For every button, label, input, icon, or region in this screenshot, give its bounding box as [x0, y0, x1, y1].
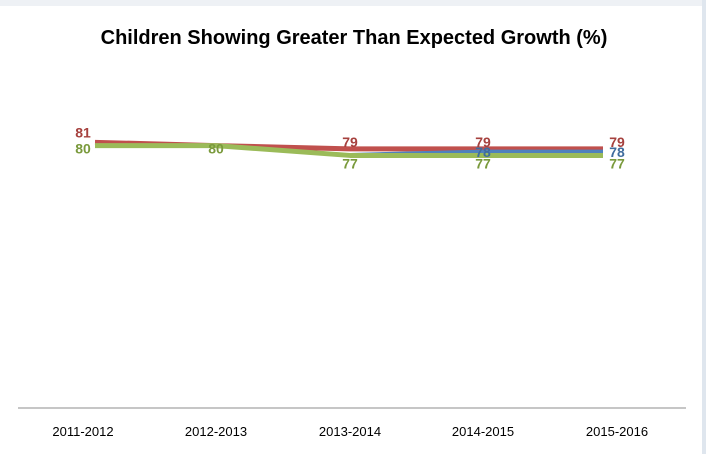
x-tick-label: 2012-2013: [185, 424, 247, 439]
window-top-border: [0, 0, 706, 6]
data-label-s2-0: 80: [75, 141, 91, 157]
x-tick-label: 2015-2016: [586, 424, 648, 439]
x-tick-label: 2014-2015: [452, 424, 514, 439]
data-label-s2-1: 80: [208, 141, 224, 157]
data-label-s2-2: 77: [342, 155, 358, 171]
data-label-s0-3: 79: [475, 134, 491, 150]
data-label-s0-2: 79: [342, 134, 358, 150]
data-label-s2-3: 77: [475, 155, 491, 171]
data-label-s0-4: 79: [609, 134, 625, 150]
chart-title: Children Showing Greater Than Expected G…: [101, 27, 608, 49]
series-layer: [94, 139, 603, 158]
x-axis-ticks: 2011-2012 2012-2013 2013-2014 2014-2015 2015…: [52, 424, 648, 439]
window-right-border: [702, 0, 706, 454]
series-line-2: [95, 143, 603, 158]
data-label-s1-3: 78: [475, 144, 491, 160]
x-tick-label: 2011-2012: [52, 424, 113, 439]
x-tick-label: 2013-2014: [319, 424, 381, 439]
data-label-s0-0: 81: [75, 124, 91, 140]
data-label-s1-4: 78: [609, 144, 625, 160]
data-label-s2-4: 77: [609, 155, 625, 171]
